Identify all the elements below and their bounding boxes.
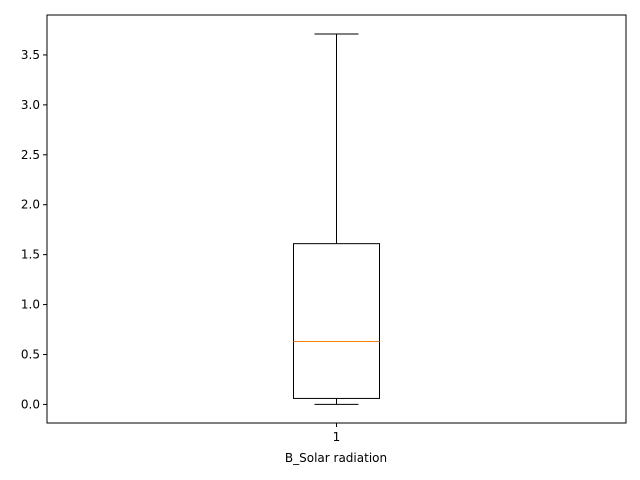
boxes-group [293, 33, 380, 405]
x-axis: 1 [333, 423, 341, 444]
y-tick-label: 1.0 [21, 298, 40, 312]
x-axis-label: B_Solar radiation [285, 451, 387, 465]
y-tick-label: 2.0 [21, 198, 40, 212]
iqr-box [293, 243, 380, 399]
y-tick-label: 3.5 [21, 48, 40, 62]
y-tick-label: 0.0 [21, 397, 40, 411]
y-tick-label: 0.5 [21, 348, 40, 362]
y-tick-label: 3.0 [21, 98, 40, 112]
y-axis: 0.0 0.5 1.0 1.5 2.0 2.5 3.0 3.5 [21, 48, 47, 411]
y-tick-label: 1.5 [21, 248, 40, 262]
x-tick-label: 1 [333, 430, 341, 444]
y-tick-label: 2.5 [21, 148, 40, 162]
